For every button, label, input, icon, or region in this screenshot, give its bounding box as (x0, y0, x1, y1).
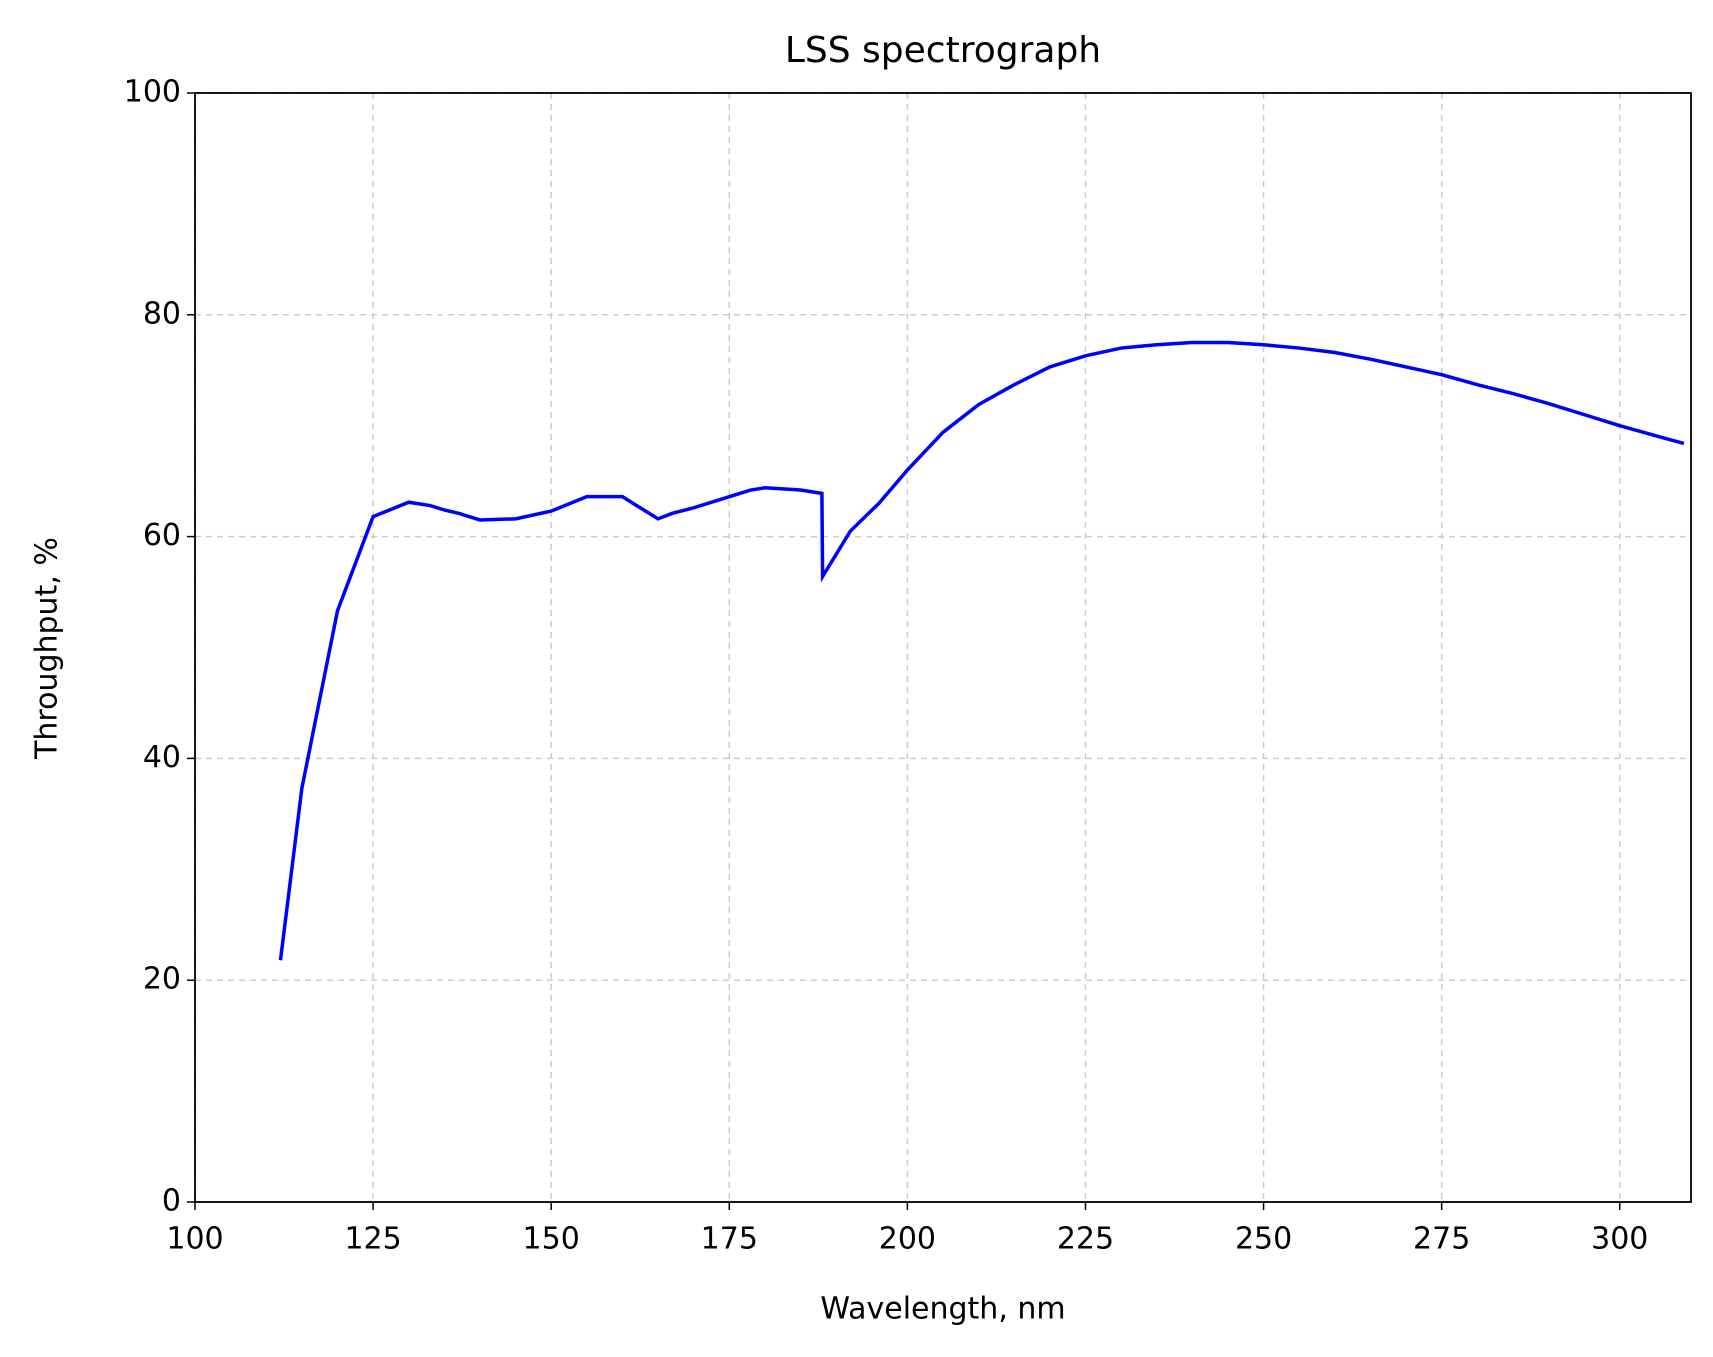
x-tick-label: 225 (1057, 1222, 1114, 1257)
x-tick-label: 300 (1591, 1222, 1648, 1257)
y-tick-label: 20 (143, 962, 181, 997)
x-tick-label: 150 (523, 1222, 580, 1257)
y-axis-label: Throughput, % (30, 537, 65, 760)
x-axis-label: Wavelength, nm (820, 1292, 1065, 1327)
y-tick-label: 80 (143, 296, 181, 331)
x-tick-label: 175 (701, 1222, 758, 1257)
y-tick-label: 40 (143, 740, 181, 775)
x-tick-label: 100 (166, 1222, 223, 1257)
x-tick-label: 275 (1413, 1222, 1470, 1257)
x-tick-label: 250 (1235, 1222, 1292, 1257)
x-tick-label: 200 (879, 1222, 936, 1257)
y-tick-label: 0 (162, 1184, 181, 1219)
data-line (278, 340, 1685, 961)
y-tick-label: 60 (143, 518, 181, 553)
chart-title: LSS spectrograph (785, 30, 1101, 71)
plot-frame (194, 92, 1692, 1203)
y-tick-label: 100 (124, 75, 181, 110)
x-tick-label: 125 (344, 1222, 401, 1257)
